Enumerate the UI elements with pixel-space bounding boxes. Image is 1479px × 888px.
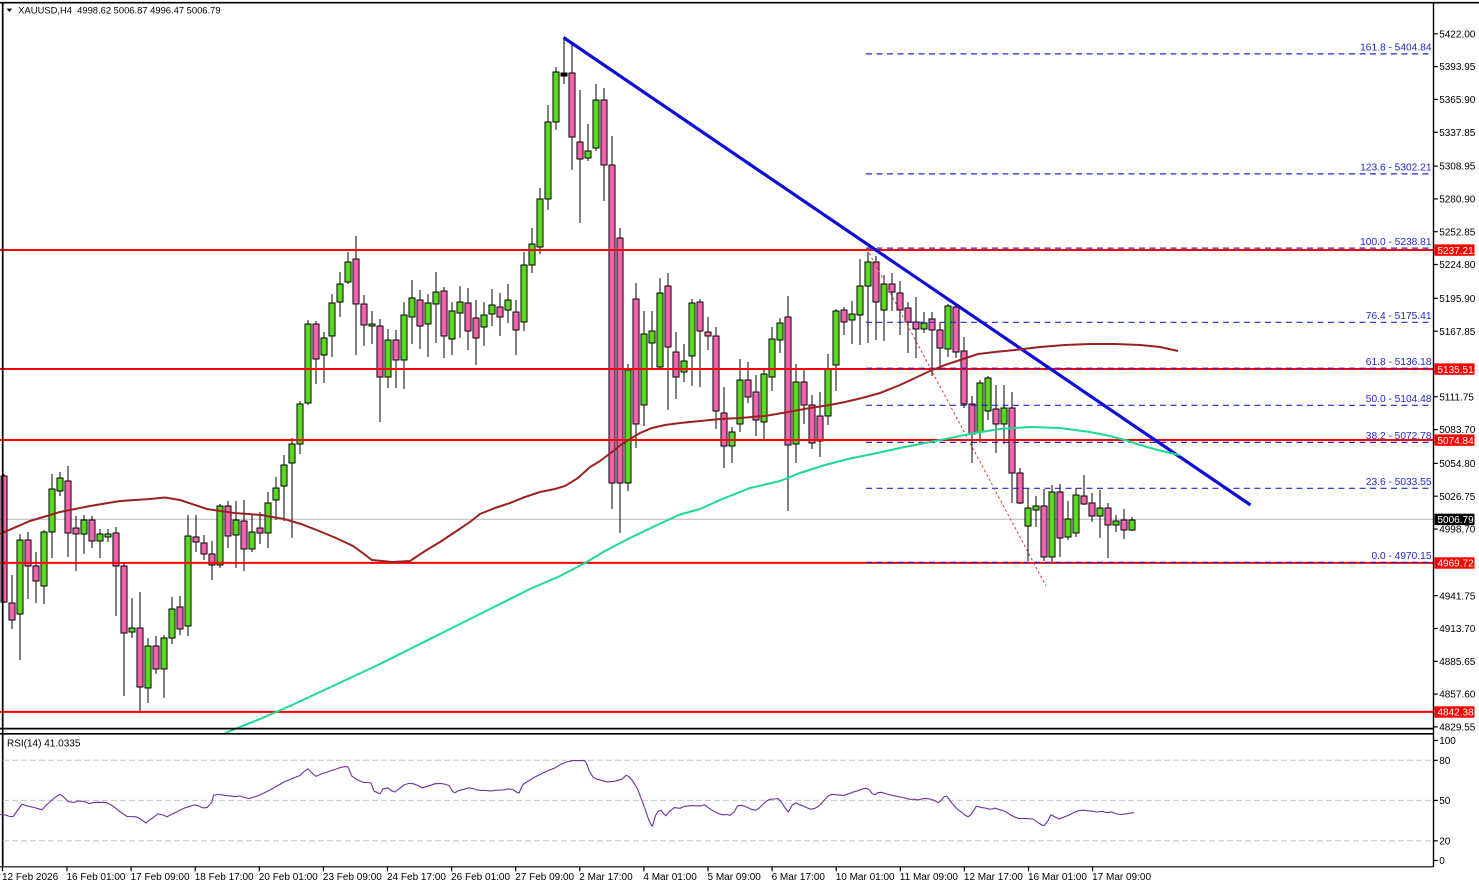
svg-text:5393.95: 5393.95 [1439,62,1476,73]
svg-text:4885.65: 4885.65 [1439,657,1476,668]
svg-text:4969.72: 4969.72 [1438,559,1475,570]
svg-text:XAUUSD,H4 4998.62 5006.87 499: XAUUSD,H4 4998.62 5006.87 4996.47 5006.7… [18,5,220,16]
svg-text:5 Mar 09:00: 5 Mar 09:00 [708,872,762,883]
svg-text:5224.80: 5224.80 [1439,260,1476,271]
svg-text:4 Mar 01:00: 4 Mar 01:00 [643,872,697,883]
svg-text:4857.60: 4857.60 [1439,690,1476,701]
svg-text:123.6 - 5302.21: 123.6 - 5302.21 [1360,163,1432,174]
svg-text:23 Feb 09:00: 23 Feb 09:00 [323,872,382,883]
svg-text:5252.85: 5252.85 [1439,227,1476,238]
svg-text:RSI(14) 41.0335: RSI(14) 41.0335 [7,739,81,750]
svg-text:5422.00: 5422.00 [1439,29,1476,40]
svg-text:18 Feb 17:00: 18 Feb 17:00 [195,872,254,883]
svg-text:27 Feb 09:00: 27 Feb 09:00 [515,872,574,883]
svg-text:161.8 - 5404.84: 161.8 - 5404.84 [1360,43,1432,54]
svg-text:5237.21: 5237.21 [1438,246,1475,257]
svg-text:5365.90: 5365.90 [1439,95,1476,106]
svg-text:5074.84: 5074.84 [1438,436,1475,447]
svg-text:100.0 - 5238.81: 100.0 - 5238.81 [1360,237,1432,248]
svg-text:5308.95: 5308.95 [1439,162,1476,173]
svg-text:16 Mar 01:00: 16 Mar 01:00 [1028,872,1087,883]
svg-text:50: 50 [1439,796,1451,807]
svg-text:5083.70: 5083.70 [1439,425,1476,436]
svg-text:23.6 - 5033.55: 23.6 - 5033.55 [1366,477,1432,488]
svg-text:80: 80 [1439,756,1451,767]
svg-text:5006.79: 5006.79 [1438,515,1475,526]
svg-text:5195.90: 5195.90 [1439,294,1476,305]
svg-text:100: 100 [1439,736,1456,747]
svg-text:4829.55: 4829.55 [1439,723,1476,734]
svg-text:26 Feb 01:00: 26 Feb 01:00 [451,872,510,883]
svg-text:20: 20 [1439,836,1451,847]
svg-text:5111.75: 5111.75 [1439,392,1474,403]
svg-text:10 Mar 01:00: 10 Mar 01:00 [836,872,895,883]
svg-text:12 Mar 17:00: 12 Mar 17:00 [964,872,1023,883]
svg-text:5026.75: 5026.75 [1439,492,1476,503]
svg-text:0.0 - 4970.15: 0.0 - 4970.15 [1371,551,1431,562]
svg-text:17 Mar 09:00: 17 Mar 09:00 [1092,872,1151,883]
svg-text:5280.90: 5280.90 [1439,195,1476,206]
svg-text:0: 0 [1439,856,1445,867]
svg-text:6 Mar 17:00: 6 Mar 17:00 [772,872,826,883]
svg-text:38.2 - 5072.78: 38.2 - 5072.78 [1366,431,1432,442]
svg-text:12 Feb 2026: 12 Feb 2026 [2,872,59,883]
svg-text:5054.80: 5054.80 [1439,459,1476,470]
svg-text:4998.70: 4998.70 [1439,525,1476,536]
svg-text:4913.70: 4913.70 [1439,624,1476,635]
svg-text:17 Feb 09:00: 17 Feb 09:00 [131,872,190,883]
svg-text:20 Feb 01:00: 20 Feb 01:00 [259,872,318,883]
svg-text:11 Mar 09:00: 11 Mar 09:00 [900,872,959,883]
svg-text:5135.51: 5135.51 [1438,365,1475,376]
svg-text:76.4 - 5175.41: 76.4 - 5175.41 [1366,311,1432,322]
svg-text:4941.75: 4941.75 [1439,591,1476,602]
svg-text:50.0 - 5104.48: 50.0 - 5104.48 [1366,394,1432,405]
svg-text:5167.85: 5167.85 [1439,327,1476,338]
svg-text:4842.38: 4842.38 [1438,708,1475,719]
svg-text:16 Feb 01:00: 16 Feb 01:00 [67,872,126,883]
svg-text:61.8 - 5136.18: 61.8 - 5136.18 [1366,357,1432,368]
svg-text:5337.85: 5337.85 [1439,128,1476,139]
svg-text:2 Mar 17:00: 2 Mar 17:00 [579,872,633,883]
svg-text:24 Feb 17:00: 24 Feb 17:00 [387,872,446,883]
